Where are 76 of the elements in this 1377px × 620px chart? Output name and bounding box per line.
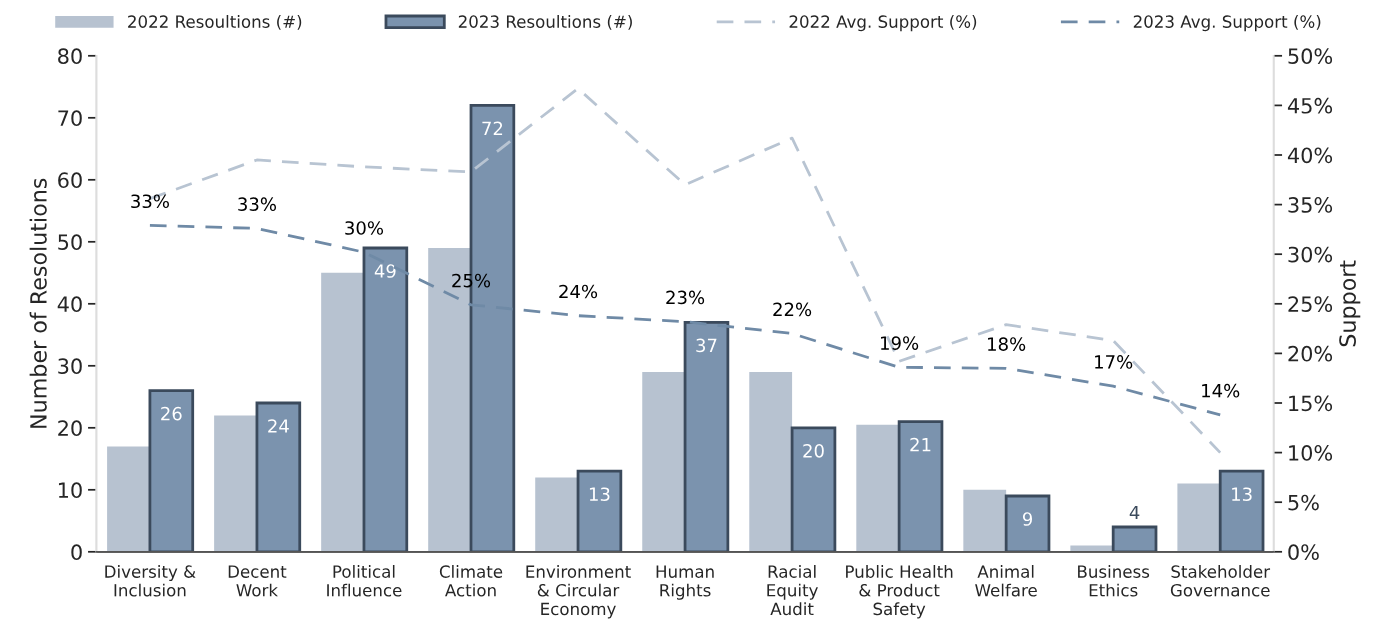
bar bbox=[1004, 494, 1051, 552]
data-label: 49 bbox=[374, 264, 396, 278]
bar bbox=[1218, 469, 1265, 552]
bar bbox=[321, 272, 364, 552]
y2-tick-label: 20% bbox=[1288, 345, 1333, 362]
x-tick-label: Racial Equity Audit bbox=[767, 564, 818, 616]
bar bbox=[1177, 483, 1221, 552]
bar bbox=[107, 446, 150, 552]
y-axis-title: Number of Resolutions bbox=[29, 178, 47, 428]
data-label: 20 bbox=[803, 443, 824, 458]
y2-tick-label: 30% bbox=[1288, 246, 1333, 263]
y2-tick-label: 10% bbox=[1289, 445, 1333, 461]
x-tick-label: Animal Welfare bbox=[975, 564, 1037, 597]
y-tick-label: 0 bbox=[71, 544, 82, 561]
y2-tick-label: 25% bbox=[1288, 296, 1333, 313]
bar bbox=[749, 372, 793, 552]
y-tick-label: 30 bbox=[58, 358, 82, 375]
data-label: 14% bbox=[1202, 383, 1240, 398]
data-label: 26 bbox=[161, 406, 182, 421]
x-tick-label: Business Ethics bbox=[1078, 564, 1150, 597]
data-label: 25% bbox=[452, 273, 491, 288]
data-label: 13 bbox=[589, 487, 610, 502]
y2-tick-label: 50% bbox=[1288, 48, 1333, 65]
data-label: 72 bbox=[482, 121, 503, 135]
bar bbox=[1111, 525, 1158, 552]
bar bbox=[214, 415, 257, 552]
data-label: 22% bbox=[773, 302, 812, 317]
y2-tick-label: 15% bbox=[1289, 395, 1333, 412]
y2-tick-label: 35% bbox=[1288, 197, 1333, 213]
y-tick-label: 60 bbox=[58, 172, 82, 189]
y2-tick-label: 45% bbox=[1287, 97, 1333, 114]
data-label: 4 bbox=[1129, 505, 1140, 520]
x-tick-label: Stakeholder Governance bbox=[1170, 564, 1271, 597]
y2-tick-label: 0% bbox=[1288, 544, 1319, 561]
bar bbox=[148, 389, 195, 552]
data-label: 24 bbox=[268, 419, 289, 433]
data-label: 30% bbox=[345, 221, 384, 235]
legend-label: 2022 Avg. Support (%) bbox=[789, 15, 977, 32]
data-label: 13 bbox=[1232, 487, 1252, 502]
bar bbox=[790, 426, 837, 552]
data-label: 37 bbox=[696, 338, 717, 353]
bar bbox=[963, 489, 1007, 552]
data-label: 24% bbox=[559, 284, 598, 299]
legend-label: 2023 Avg. Support (%) bbox=[1133, 15, 1321, 32]
y-tick-label: 70 bbox=[58, 110, 82, 127]
data-label: 23% bbox=[666, 290, 705, 305]
x-tick-label: Human Rights bbox=[656, 565, 714, 600]
bar bbox=[856, 424, 900, 552]
x-tick-label: Diversity & Inclusion bbox=[105, 564, 196, 597]
x-tick-label: Decent Work bbox=[228, 565, 287, 597]
y-tick-label: 10 bbox=[58, 482, 82, 499]
x-tick-label: Public Health & Product Safety bbox=[846, 564, 953, 619]
bar bbox=[255, 401, 302, 552]
y-tick-label: 20 bbox=[58, 420, 82, 437]
legend-label: 2022 Resoultions (#) bbox=[128, 15, 302, 30]
bar bbox=[642, 372, 686, 552]
data-label: 18% bbox=[988, 337, 1026, 351]
data-label: 19% bbox=[881, 336, 919, 350]
bar bbox=[897, 420, 944, 552]
y2-axis-title: Support bbox=[1339, 260, 1361, 347]
y2-tick-label: 40% bbox=[1287, 147, 1333, 164]
y-tick-label: 80 bbox=[58, 48, 82, 65]
data-label: 33% bbox=[131, 194, 169, 209]
data-label: 21 bbox=[910, 437, 931, 452]
bar bbox=[535, 477, 579, 552]
x-tick-label: Environment & Circular Economy bbox=[526, 564, 631, 619]
bar bbox=[576, 469, 623, 552]
x-tick-label: Political Influence bbox=[327, 564, 402, 597]
data-label: 9 bbox=[1022, 512, 1033, 526]
legend-label: 2023 Resoultions (#) bbox=[458, 15, 632, 30]
data-label: 33% bbox=[238, 197, 276, 212]
y2-tick-label: 5% bbox=[1288, 494, 1319, 511]
data-label: 17% bbox=[1095, 355, 1133, 369]
x-tick-label: Climate Action bbox=[439, 564, 503, 597]
y-tick-label: 50 bbox=[58, 234, 82, 251]
y-tick-label: 40 bbox=[57, 296, 82, 313]
